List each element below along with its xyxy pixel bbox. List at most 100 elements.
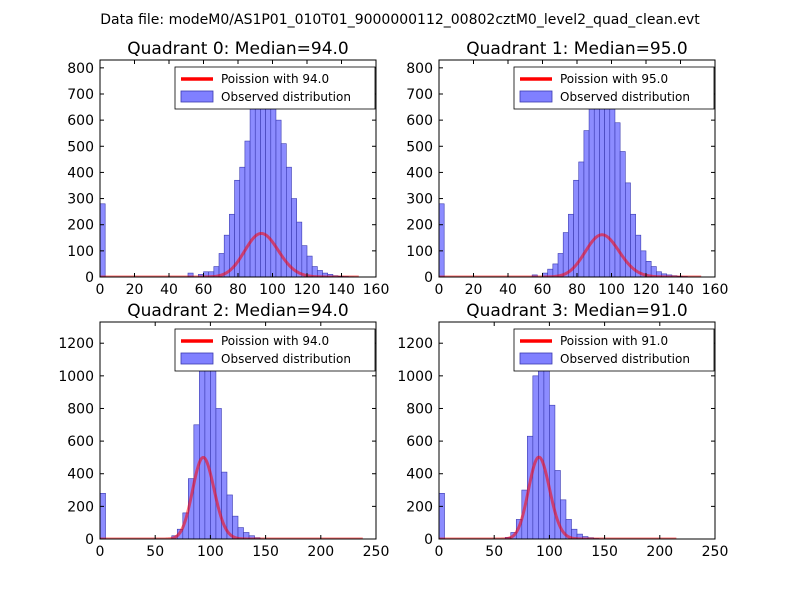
- x-tick-label: 250: [702, 544, 729, 560]
- histogram-bar: [296, 221, 303, 277]
- legend-bar-label: Observed distribution: [221, 90, 351, 104]
- y-tick-label: 700: [67, 87, 94, 103]
- x-tick-label: 50: [485, 544, 503, 560]
- subplot-title: Quadrant 3: Median=91.0: [466, 301, 688, 321]
- histogram-bar: [549, 404, 556, 539]
- y-tick-label: 800: [406, 61, 433, 77]
- y-tick-label: 400: [67, 165, 94, 181]
- y-tick-label: 800: [67, 401, 94, 417]
- histogram-bar: [609, 88, 616, 277]
- histogram-bar: [562, 232, 569, 277]
- y-tick-label: 700: [406, 87, 433, 103]
- x-tick-label: 20: [465, 282, 483, 298]
- x-tick-label: 100: [536, 544, 563, 560]
- legend-line-label: Poission with 94.0: [221, 334, 329, 348]
- x-tick-label: 120: [633, 282, 660, 298]
- legend-bar-label: Observed distribution: [560, 90, 690, 104]
- legend-bar-swatch: [519, 90, 553, 103]
- poisson-curve-series: [100, 456, 364, 539]
- histogram-bar: [100, 203, 106, 277]
- y-tick-label: 0: [85, 532, 94, 548]
- subplot-quadrant-0: 0 20 40 60 80 100 120 140 160 0 100 200 300 400 500 600…: [67, 39, 389, 298]
- histogram-bar: [439, 493, 445, 539]
- x-tick-label: 100: [598, 282, 625, 298]
- legend-bar-swatch: [519, 352, 553, 365]
- x-tick-label: 0: [96, 282, 105, 298]
- histogram-bar: [593, 85, 600, 277]
- histogram-bar: [210, 359, 217, 539]
- x-tick-label: 40: [499, 282, 517, 298]
- histogram-bar: [260, 83, 266, 277]
- histogram-bar: [270, 101, 277, 277]
- y-tick-label: 600: [67, 434, 94, 450]
- y-tick-label: 100: [67, 244, 94, 260]
- y-tick-label: 800: [406, 401, 433, 417]
- legend-line-label: Poission with 95.0: [560, 72, 668, 86]
- subplot-quadrant-3: 0 50 100 150 200 250 0 200 400 600 800 1000 1200 Quad…: [397, 301, 728, 560]
- y-tick-label: 0: [85, 270, 94, 286]
- x-tick-label: 160: [702, 282, 729, 298]
- y-tick-label: 600: [67, 113, 94, 129]
- histogram-bar: [301, 245, 308, 277]
- axes-frame: [438, 321, 716, 540]
- y-tick-label: 0: [424, 532, 433, 548]
- histogram-bar: [543, 359, 550, 539]
- x-tick-label: 0: [96, 544, 105, 560]
- y-tick-label: 200: [67, 218, 94, 234]
- subplot-title: Quadrant 1: Median=95.0: [466, 39, 688, 59]
- x-tick-label: 160: [363, 282, 390, 298]
- x-tick-label: 20: [126, 282, 144, 298]
- x-tick-label: 120: [294, 282, 321, 298]
- histogram-bar: [599, 93, 605, 277]
- histogram-bar: [439, 203, 445, 277]
- subplot-quadrant-2: 0 50 100 150 200 250 0 200 400 600 800 1000 1200 Quad…: [58, 301, 389, 560]
- legend: Poission with 94.0 Observed distribution: [174, 328, 376, 372]
- y-tick-label: 1000: [397, 369, 433, 385]
- y-tick-label: 0: [424, 270, 433, 286]
- y-tick-label: 400: [406, 467, 433, 483]
- y-tick-label: 200: [406, 499, 433, 515]
- histogram-bar: [244, 140, 251, 277]
- y-tick-label: 100: [406, 244, 433, 260]
- x-tick-label: 140: [328, 282, 355, 298]
- x-tick-label: 100: [259, 282, 286, 298]
- subplot-title: Quadrant 0: Median=94.0: [127, 39, 349, 59]
- legend-bar-swatch: [180, 90, 214, 103]
- legend-line-label: Poission with 91.0: [560, 334, 668, 348]
- x-tick-label: 40: [160, 282, 178, 298]
- y-tick-label: 400: [406, 165, 433, 181]
- x-tick-label: 80: [229, 282, 247, 298]
- x-tick-label: 200: [307, 544, 334, 560]
- x-tick-label: 60: [195, 282, 213, 298]
- histogram-bar: [538, 342, 545, 539]
- subplot-title: Quadrant 2: Median=94.0: [127, 301, 349, 321]
- histogram-bar: [254, 88, 261, 277]
- y-tick-label: 1200: [397, 336, 433, 352]
- y-tick-label: 200: [406, 218, 433, 234]
- subplot-quadrant-1: 0 20 40 60 80 100 120 140 160 0 100 200 300 400 500 600…: [406, 39, 728, 298]
- y-tick-label: 300: [67, 192, 94, 208]
- y-tick-label: 200: [67, 499, 94, 515]
- y-tick-label: 1200: [58, 336, 94, 352]
- legend-bar-swatch: [180, 352, 214, 365]
- legend-line-label: Poission with 94.0: [221, 72, 329, 86]
- axes-frame: [99, 321, 377, 540]
- figure-suptitle: Data file: modeM0/AS1P01_010T01_90000001…: [100, 12, 700, 28]
- legend-bar-label: Observed distribution: [221, 352, 351, 366]
- legend-box: [174, 66, 376, 110]
- x-tick-label: 150: [591, 544, 618, 560]
- y-tick-label: 600: [406, 434, 433, 450]
- histogram-bar: [100, 493, 106, 539]
- poisson-curve-series: [439, 455, 677, 539]
- histogram-bar: [239, 166, 246, 277]
- y-tick-label: 500: [406, 139, 433, 155]
- x-tick-label: 250: [363, 544, 390, 560]
- x-tick-label: 200: [646, 544, 673, 560]
- x-tick-label: 0: [435, 544, 444, 560]
- legend: Poission with 95.0 Observed distribution: [513, 66, 715, 110]
- plot-area: [100, 334, 364, 539]
- x-tick-label: 0: [435, 282, 444, 298]
- plot-area: [439, 342, 677, 539]
- x-tick-label: 100: [197, 544, 224, 560]
